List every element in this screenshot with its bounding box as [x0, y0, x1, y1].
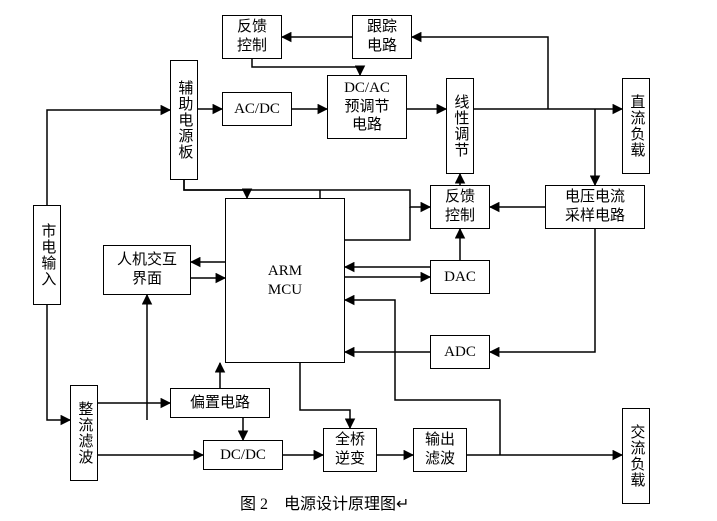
node-bias_circuit: 偏置电路: [170, 388, 270, 418]
node-dac: DAC: [430, 260, 490, 294]
node-vi_sample: 电压电流 采样电路: [545, 185, 645, 229]
node-linear_reg: 线性调节: [446, 78, 474, 174]
edge-mains_input-rect_filter: [47, 305, 70, 420]
node-ac_load: 交流负载: [622, 408, 650, 504]
node-aux_power: 辅助电源板: [170, 60, 198, 180]
edge-vi_sample-adc: [490, 229, 595, 352]
node-feedback_ctrl_1: 反馈 控制: [222, 15, 282, 59]
node-dc_dc: DC/DC: [203, 440, 283, 470]
node-ac_dc: AC/DC: [222, 92, 292, 126]
figure-caption: 图 2 电源设计原理图↵: [240, 490, 409, 514]
node-feedback_ctrl_2: 反馈 控制: [430, 185, 490, 229]
caption-text: 图 2 电源设计原理图: [240, 496, 396, 513]
edge-arm_mcu-dac_line2: [345, 207, 410, 240]
node-adc: ADC: [430, 335, 490, 369]
node-track_circuit: 跟踪 电路: [352, 15, 412, 59]
node-mains_input: 市电输入: [33, 205, 61, 305]
node-out_filter: 输出 滤波: [413, 428, 467, 472]
edge-dc_load_tap-track_circuit: [412, 37, 548, 109]
edge-arm_mcu-full_bridge: [300, 363, 350, 428]
edge-feedback_ctrl_1-dcac_preadj: [252, 59, 360, 75]
edge-mains_input-aux_power: [47, 110, 170, 205]
node-arm_mcu: ARM MCU: [225, 198, 345, 363]
block-diagram: 市电输入辅助电源板反馈 控制跟踪 电路AC/DCDC/AC 预调节 电路线性调节…: [0, 0, 717, 521]
node-hmi: 人机交互 界面: [103, 245, 191, 295]
edge-aux_power-arm_mcu_top1: [184, 180, 247, 198]
node-dcac_preadj: DC/AC 预调节 电路: [327, 75, 407, 139]
node-dc_load: 直流负载: [622, 78, 650, 174]
node-full_bridge: 全桥 逆变: [323, 428, 377, 472]
node-rect_filter: 整流滤波: [70, 385, 98, 481]
caption-marker: ↵: [396, 496, 409, 513]
